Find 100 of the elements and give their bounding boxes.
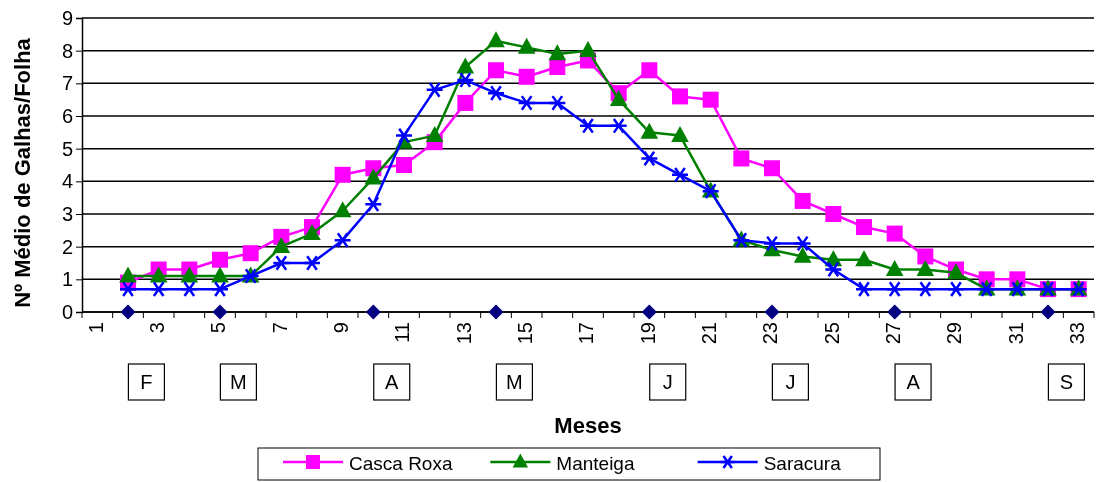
y-tick-label: 0 [61, 300, 73, 323]
x-tick-label: 13 [452, 322, 475, 345]
point [640, 122, 659, 139]
point [488, 62, 504, 79]
x-tick-label: 9 [329, 322, 352, 334]
point [333, 232, 352, 249]
point [180, 281, 199, 298]
point [487, 31, 505, 48]
point [946, 281, 966, 298]
point [825, 206, 842, 222]
text: M [230, 371, 247, 393]
point [824, 261, 843, 278]
x-axis-title: Meses [554, 413, 622, 438]
y-axis-title: Nº Médio de Galhas/Folha [10, 37, 35, 308]
point [885, 281, 904, 298]
y-tick-label: 5 [61, 137, 73, 160]
point [334, 166, 351, 183]
point [212, 251, 228, 268]
point [1040, 304, 1056, 320]
x-tick-label: 33 [1065, 322, 1088, 345]
point [609, 90, 628, 107]
point [885, 259, 904, 276]
point [762, 235, 782, 252]
point [517, 37, 536, 54]
x-tick-label: 25 [820, 322, 843, 345]
point [641, 62, 658, 79]
point [303, 224, 321, 240]
x-tick-label: 7 [268, 322, 291, 334]
point [211, 266, 229, 283]
point [394, 127, 414, 144]
x-tick-label: 19 [636, 322, 659, 345]
x-tick-label: 17 [575, 322, 598, 345]
legend-label: Manteiga [556, 453, 635, 474]
text: M [506, 371, 523, 393]
y-tick-label: 3 [61, 202, 73, 225]
point [733, 150, 750, 167]
point [793, 246, 812, 263]
point [456, 57, 475, 74]
x-tick-label: 29 [943, 322, 966, 345]
x-tick-label: 11 [391, 322, 414, 343]
point [548, 44, 567, 61]
point [916, 281, 935, 298]
y-tick-label: 7 [61, 72, 73, 95]
point [488, 304, 504, 320]
legend-label: Casca Roxa [349, 453, 453, 474]
point [149, 281, 168, 298]
text: A [385, 371, 400, 393]
x-tick-label: 31 [1004, 322, 1027, 345]
point [119, 266, 137, 283]
text: J [785, 371, 796, 393]
text: S [1059, 371, 1074, 393]
point [456, 72, 475, 89]
point [212, 304, 228, 320]
x-tick-label: 23 [759, 322, 782, 345]
point [272, 237, 291, 254]
point [641, 304, 657, 320]
x-tick-label: 5 [207, 322, 230, 334]
point [670, 166, 690, 183]
x-tick-label: 21 [697, 322, 720, 345]
y-tick-label: 1 [61, 268, 73, 291]
point [517, 94, 536, 111]
point [793, 235, 812, 252]
point [917, 248, 934, 265]
point [672, 88, 688, 105]
point [548, 94, 567, 111]
point [579, 41, 597, 58]
point [302, 254, 322, 272]
point [396, 157, 412, 173]
point [118, 281, 138, 298]
y-tick-label: 9 [61, 6, 73, 29]
x-tick-label: 1 [84, 322, 107, 334]
point [242, 245, 259, 262]
point [518, 68, 535, 85]
y-tick-label: 8 [61, 39, 73, 62]
point [120, 304, 136, 320]
point [764, 160, 780, 177]
point [457, 94, 474, 111]
point [486, 85, 506, 102]
point [886, 225, 903, 242]
point [180, 266, 199, 283]
text: A [906, 371, 921, 393]
point [425, 126, 444, 142]
y-tick-label: 6 [61, 104, 73, 127]
x-tick-label: 27 [881, 322, 904, 345]
point [549, 59, 566, 75]
point [364, 168, 383, 185]
point [578, 117, 598, 134]
point [764, 304, 780, 320]
point [671, 126, 689, 142]
point [916, 259, 935, 276]
point [364, 196, 383, 213]
x-tick-label: 3 [145, 322, 168, 334]
point [149, 266, 168, 283]
legend-label: Saracura [763, 453, 842, 474]
point [640, 150, 659, 167]
point [702, 91, 719, 108]
text: F [140, 371, 153, 393]
point [887, 304, 903, 320]
point [210, 281, 230, 298]
point [856, 219, 872, 236]
